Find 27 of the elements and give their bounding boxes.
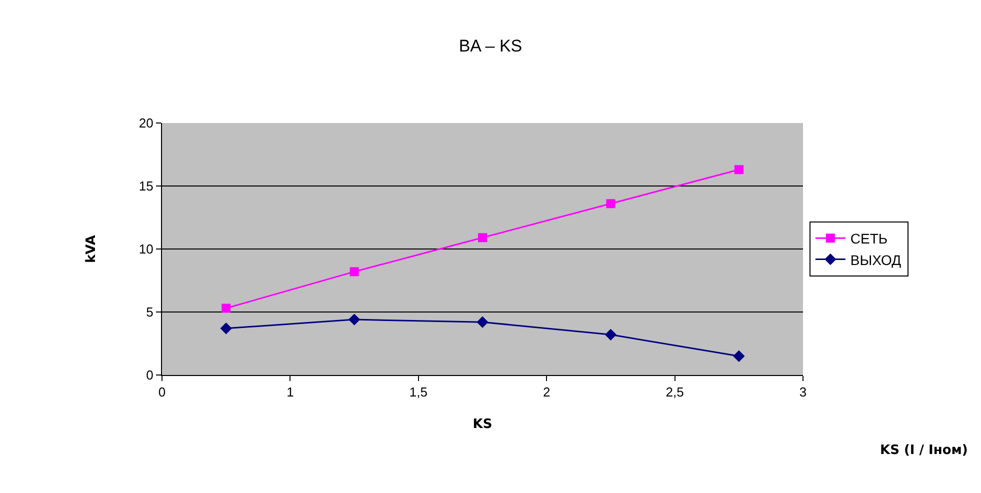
point: [222, 304, 231, 313]
y-tick-label: 15: [138, 178, 154, 194]
x-tick-label: 0: [158, 384, 166, 400]
point: [733, 350, 745, 362]
chart-title: BA – KS: [458, 36, 522, 56]
point: [604, 328, 617, 341]
x-tick-label: 1: [286, 384, 294, 400]
point: [478, 233, 487, 242]
y-tick-label: 0: [146, 368, 154, 383]
x-axis-title: KS: [472, 417, 492, 432]
point: [476, 316, 488, 328]
point: [606, 199, 616, 208]
x-tick-label: 2,5: [666, 384, 684, 400]
y-tick-label: 5: [146, 304, 154, 320]
x-tick-label: 1,5: [409, 384, 428, 400]
x-tick-label: 2: [542, 384, 550, 400]
y-tick-label: 10: [138, 242, 154, 257]
y-axis-title: kVA: [84, 235, 99, 263]
text: KS (I / Iном): [880, 443, 968, 458]
legend-label: СЕТЬ: [850, 230, 888, 247]
point: [734, 165, 744, 174]
y-tick-label: 20: [138, 116, 154, 131]
point: [348, 314, 360, 326]
legend-label: ВЫХОД: [850, 252, 902, 268]
point: [350, 267, 359, 276]
x-tick-label: 3: [799, 384, 807, 400]
point: [220, 322, 232, 334]
